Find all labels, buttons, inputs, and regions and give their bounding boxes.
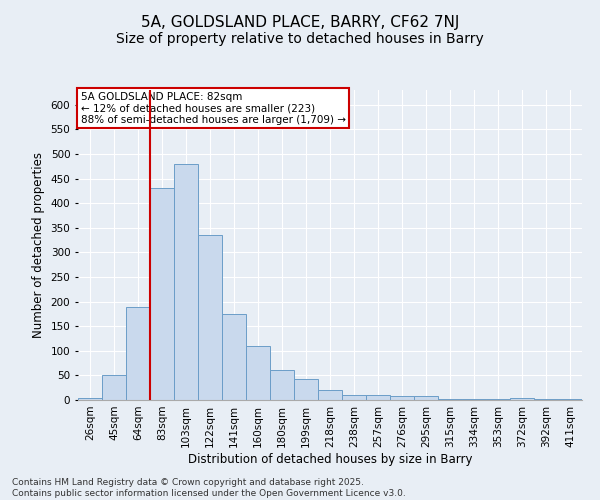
Bar bbox=[102, 376, 126, 400]
Bar bbox=[558, 399, 582, 400]
Bar bbox=[318, 390, 342, 400]
Bar bbox=[78, 398, 102, 400]
Bar bbox=[198, 235, 222, 400]
Bar bbox=[270, 370, 294, 400]
Bar bbox=[462, 399, 486, 400]
Bar bbox=[414, 396, 438, 400]
Bar bbox=[126, 306, 150, 400]
Bar bbox=[510, 398, 534, 400]
Bar bbox=[534, 399, 558, 400]
Bar bbox=[486, 399, 510, 400]
Text: 5A GOLDSLAND PLACE: 82sqm
← 12% of detached houses are smaller (223)
88% of semi: 5A GOLDSLAND PLACE: 82sqm ← 12% of detac… bbox=[80, 92, 346, 124]
Bar bbox=[150, 188, 174, 400]
Bar bbox=[294, 379, 318, 400]
Y-axis label: Number of detached properties: Number of detached properties bbox=[32, 152, 45, 338]
Bar bbox=[438, 398, 462, 400]
Bar bbox=[390, 396, 414, 400]
X-axis label: Distribution of detached houses by size in Barry: Distribution of detached houses by size … bbox=[188, 452, 472, 466]
Text: 5A, GOLDSLAND PLACE, BARRY, CF62 7NJ: 5A, GOLDSLAND PLACE, BARRY, CF62 7NJ bbox=[141, 15, 459, 30]
Text: Contains HM Land Registry data © Crown copyright and database right 2025.
Contai: Contains HM Land Registry data © Crown c… bbox=[12, 478, 406, 498]
Text: Size of property relative to detached houses in Barry: Size of property relative to detached ho… bbox=[116, 32, 484, 46]
Bar bbox=[174, 164, 198, 400]
Bar bbox=[342, 395, 366, 400]
Bar bbox=[246, 346, 270, 400]
Bar bbox=[366, 395, 390, 400]
Bar bbox=[222, 314, 246, 400]
